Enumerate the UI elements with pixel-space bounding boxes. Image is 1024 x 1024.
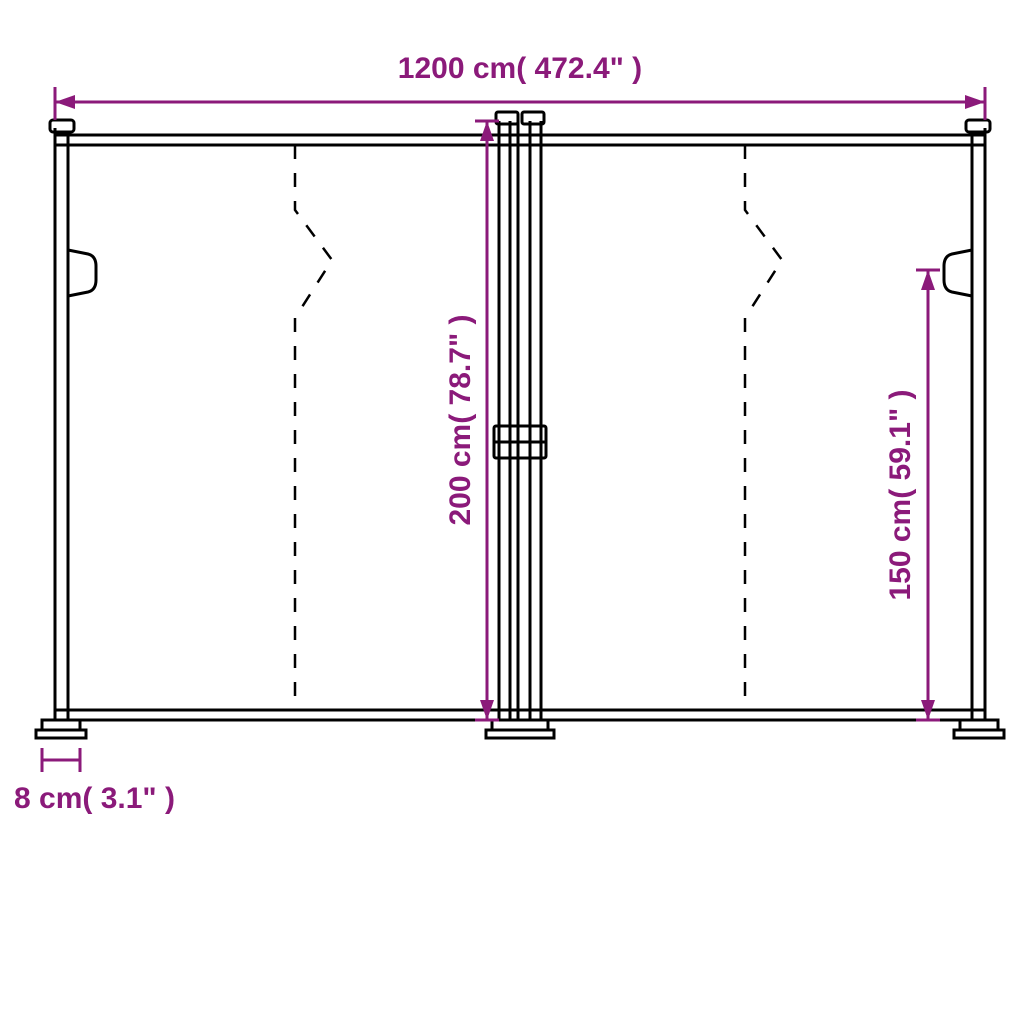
dim-width-top: 1200 cm( 472.4" ) bbox=[55, 52, 985, 120]
dim-base-width-label: 8 cm( 3.1" ) bbox=[14, 782, 175, 815]
dim-width-top-label: 1200 cm( 472.4" ) bbox=[398, 52, 642, 85]
fold-line-left bbox=[295, 145, 332, 710]
fold-line-right bbox=[745, 145, 782, 710]
left-end-post bbox=[36, 120, 96, 738]
dimension-drawing: 1200 cm( 472.4" ) 200 cm( 78.7" ) 150 cm… bbox=[0, 0, 1024, 1024]
left-handle bbox=[68, 250, 96, 296]
right-handle bbox=[944, 250, 972, 296]
dim-base-width: 8 cm( 3.1" ) bbox=[14, 748, 175, 815]
dim-height-right: 150 cm( 59.1" ) bbox=[884, 270, 940, 720]
right-end-post bbox=[944, 120, 1004, 738]
dim-height-center: 200 cm( 78.7" ) bbox=[444, 121, 499, 720]
dim-height-center-label: 200 cm( 78.7" ) bbox=[444, 314, 477, 525]
center-post bbox=[486, 112, 554, 738]
dim-height-right-label: 150 cm( 59.1" ) bbox=[884, 389, 917, 600]
